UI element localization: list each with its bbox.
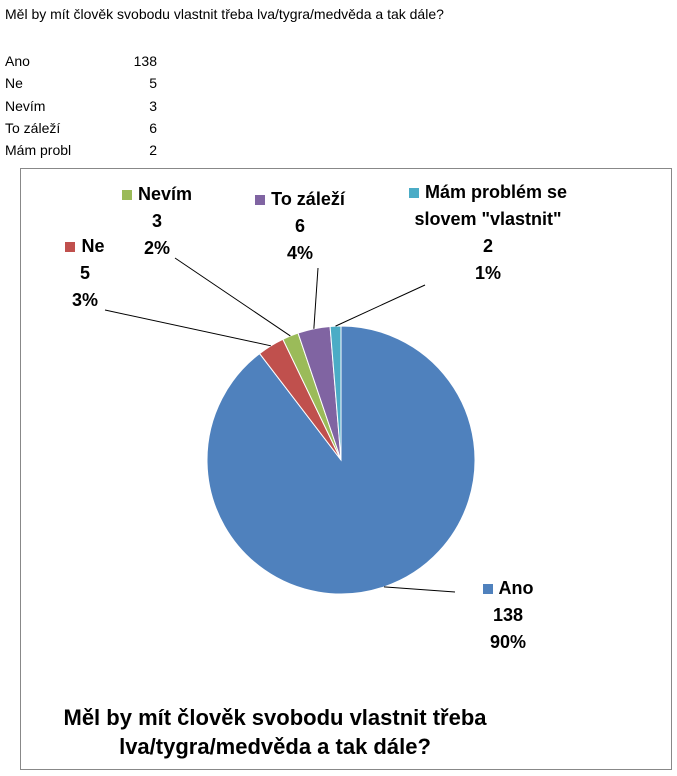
percent-label: 1%: [474, 263, 501, 283]
category-label: Ne: [45, 233, 125, 260]
data-label: Ano 138 90%: [448, 575, 568, 656]
legend-marker: [408, 188, 419, 198]
row-label: To záleží: [5, 119, 61, 136]
legend-marker: [65, 242, 76, 252]
row-value: 2: [149, 142, 157, 159]
leader-line: [335, 284, 426, 327]
percent-label: 90%: [489, 632, 527, 652]
legend-marker: [255, 195, 266, 205]
legend-marker: [121, 190, 132, 200]
value-label: 5: [79, 263, 90, 283]
row-label: Ne: [5, 75, 23, 92]
category-name: Ano: [498, 578, 534, 598]
question: Měl by mít člověk svobodu vlastnit třeba…: [5, 6, 444, 22]
data-label: Nevím 3 2%: [97, 181, 217, 262]
category-name: To záleží: [271, 189, 345, 209]
row-value: 138: [133, 53, 157, 69]
row-label: Nevím: [5, 97, 46, 114]
data-label: Mám problém se slovem "vlastnit" 2 1%: [408, 179, 568, 287]
value-label: 3: [151, 211, 162, 231]
value-label: 6: [294, 216, 305, 236]
category-name: Nevím: [137, 184, 193, 204]
category-label: Nevím: [97, 181, 217, 208]
row-value: 3: [149, 97, 157, 114]
value-label: 138: [492, 605, 524, 625]
leader-line: [104, 309, 271, 347]
category-name: Mám problém se slovem "vlastnit": [414, 182, 568, 229]
data-label: Ne 5 3%: [45, 233, 125, 314]
category-label: Mám problém se slovem "vlastnit": [408, 179, 568, 233]
leader-line: [174, 257, 291, 337]
row-label: Ano: [5, 53, 30, 69]
data-label: To záleží 6 4%: [230, 186, 370, 267]
row-label: Mám probl: [5, 142, 72, 159]
leader-line: [313, 267, 319, 329]
percent-label: 2%: [143, 238, 170, 258]
percent-label: 4%: [286, 243, 313, 263]
category-name: Ne: [81, 236, 105, 256]
percent-label: 3%: [71, 290, 98, 310]
chart-title: Měl by mít člověk svobodu vlastnit třeba…: [63, 705, 487, 759]
row-value: 6: [149, 119, 157, 136]
category-label: To záleží: [230, 186, 370, 213]
legend-marker: [482, 584, 493, 594]
row-value: 5: [149, 75, 157, 92]
category-label: Ano: [448, 575, 568, 602]
value-label: 2: [482, 236, 493, 256]
leader-line: [383, 586, 456, 593]
